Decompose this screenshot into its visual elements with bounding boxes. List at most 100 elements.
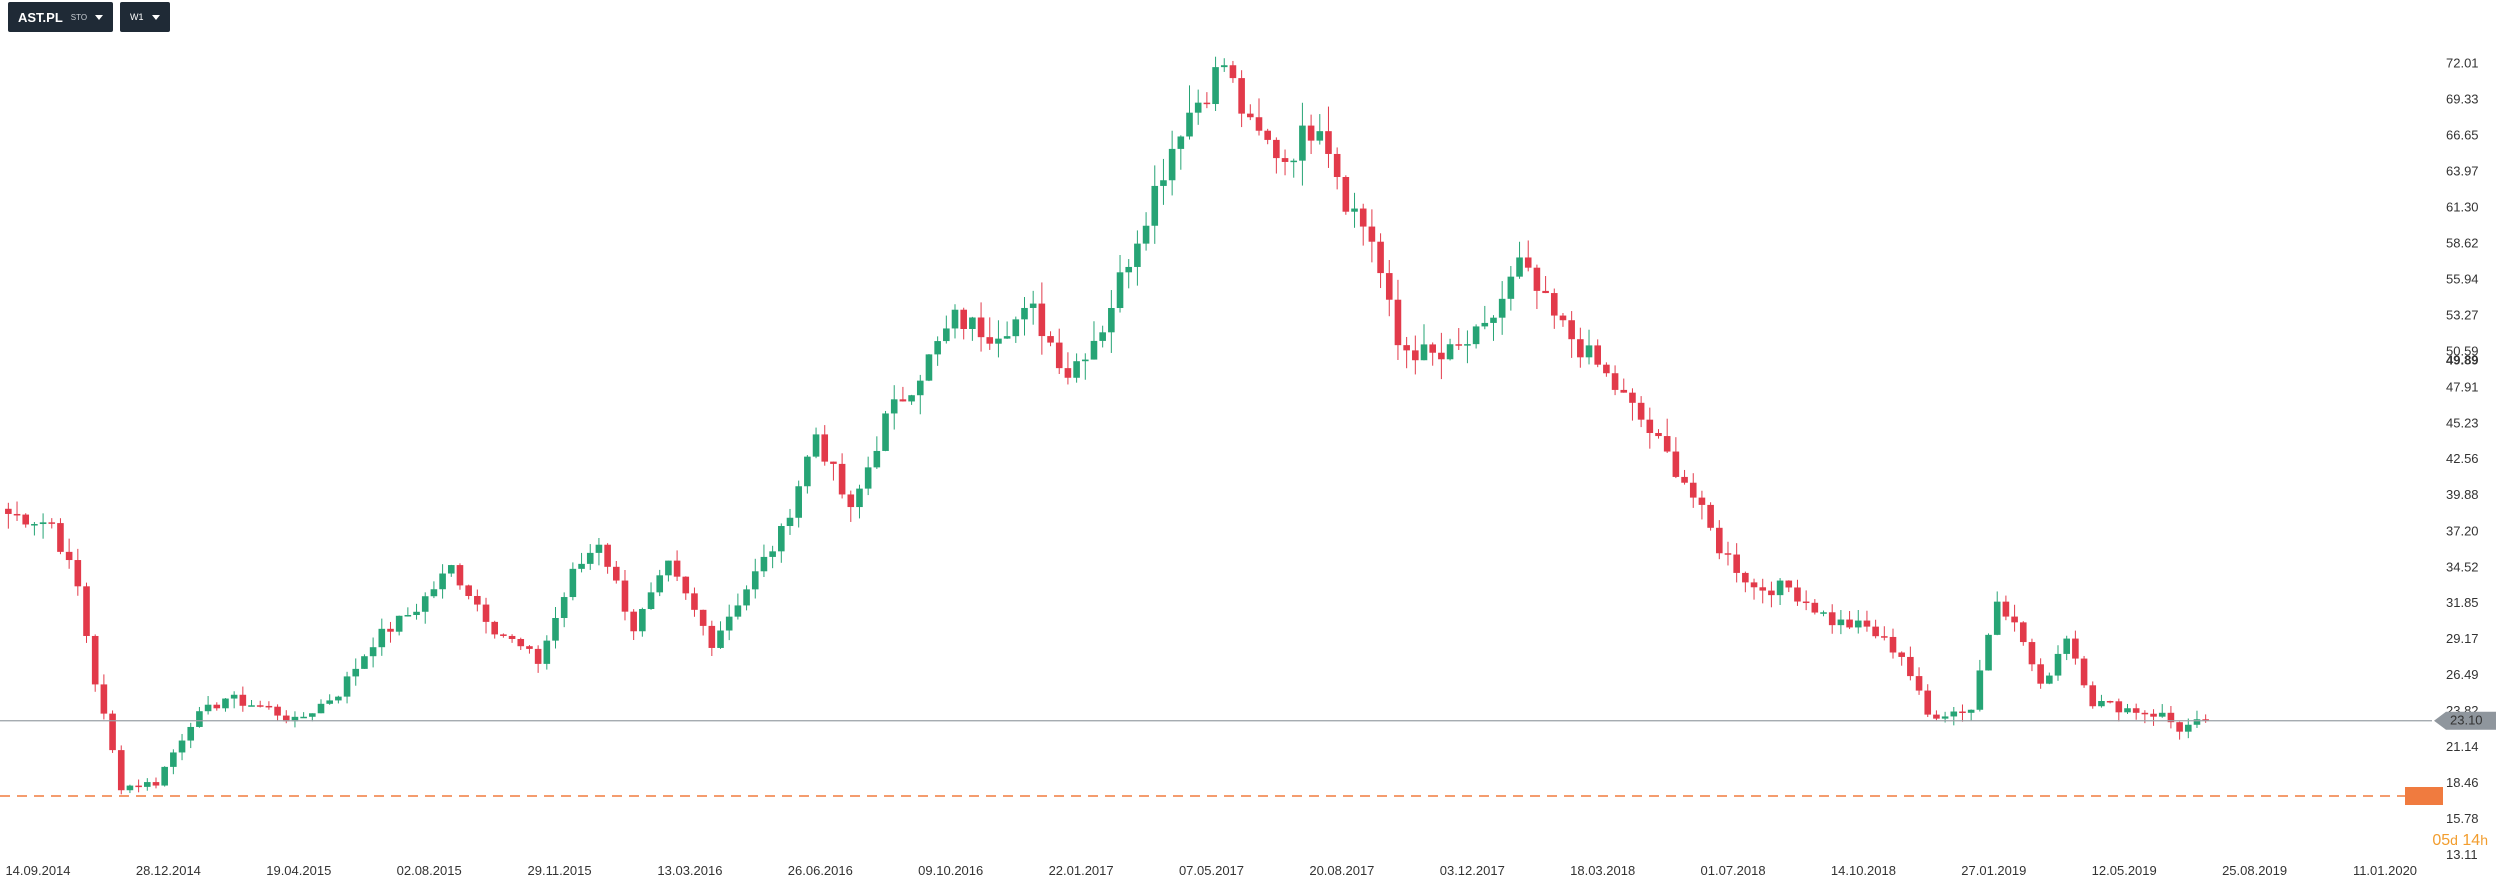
candle <box>152 777 160 789</box>
candle <box>2037 658 2044 689</box>
candle-body <box>508 635 516 639</box>
candle <box>2193 710 2201 728</box>
candle <box>1429 342 1436 366</box>
candle-body <box>430 589 438 597</box>
candle-body <box>126 785 134 791</box>
candle-body <box>908 395 915 402</box>
candle-body <box>1828 612 1836 626</box>
candle-body <box>778 526 785 552</box>
candle <box>1863 610 1871 632</box>
candle <box>378 618 386 656</box>
candle-body <box>1081 359 1089 362</box>
candle-body <box>1889 636 1897 653</box>
candle <box>74 548 82 596</box>
candle <box>1142 212 1150 251</box>
candle <box>482 597 490 634</box>
candle-body <box>2184 724 2192 732</box>
candle <box>2106 700 2114 704</box>
candle-body <box>361 656 368 669</box>
candle-body <box>1464 344 1471 346</box>
x-tick-label: 02.08.2015 <box>397 863 462 878</box>
candle-body <box>74 560 82 587</box>
candle <box>22 513 30 528</box>
candle <box>2089 681 2097 709</box>
candle <box>873 436 881 469</box>
candle <box>977 302 985 352</box>
candle-body <box>1490 317 1497 323</box>
candle <box>1090 321 1098 360</box>
timeframe-selector[interactable]: W1 <box>120 2 170 32</box>
candle <box>2158 704 2166 718</box>
y-tick-label: 26.49 <box>2446 667 2479 682</box>
candle-body <box>1099 332 1106 341</box>
candle <box>1559 312 1567 327</box>
candle-body <box>751 571 759 590</box>
candle <box>1021 297 1028 336</box>
candle-body <box>1768 590 1775 596</box>
x-tick-label: 28.12.2014 <box>136 863 201 878</box>
x-tick-label: 13.03.2016 <box>657 863 722 878</box>
candle-body <box>248 705 255 707</box>
candle <box>1759 578 1767 604</box>
candle-body <box>196 711 203 727</box>
candle <box>5 502 12 529</box>
candle-body <box>1316 131 1324 141</box>
candle-body <box>2176 722 2183 732</box>
candle-body <box>1385 273 1393 300</box>
x-tick-label: 29.11.2015 <box>528 863 592 878</box>
candle <box>1229 60 1237 83</box>
candle-body <box>57 523 64 552</box>
candle-body <box>1438 352 1445 360</box>
candle-body <box>1689 482 1697 498</box>
candle-body <box>656 575 664 593</box>
current-price-label: 23.10 <box>2450 713 2483 728</box>
candle <box>39 513 47 539</box>
candle <box>1255 98 1263 136</box>
y-tick-label: 50.59 <box>2446 343 2479 358</box>
candle-body <box>612 566 620 581</box>
candle-body <box>1412 350 1419 361</box>
y-tick-label: 21.14 <box>2446 739 2479 754</box>
candle <box>699 609 707 636</box>
candle-body <box>1194 102 1202 113</box>
candle-body <box>1907 656 1914 677</box>
candle-body <box>864 467 872 489</box>
candle-body <box>995 338 1002 344</box>
candle <box>795 480 802 528</box>
candle <box>2124 703 2131 715</box>
candle-body <box>456 565 464 586</box>
candle <box>682 576 690 600</box>
candle <box>534 645 542 673</box>
candle-body <box>413 611 420 616</box>
candle <box>734 593 742 620</box>
candle <box>1273 137 1280 174</box>
candle-body <box>1029 303 1037 308</box>
candle <box>1811 599 1819 615</box>
candle-body <box>717 630 724 648</box>
y-tick-label: 53.27 <box>2446 307 2479 322</box>
candle-body <box>1715 527 1723 554</box>
candle-body <box>274 706 281 716</box>
candle <box>2176 721 2183 740</box>
candle <box>1550 288 1558 329</box>
candle <box>1959 704 1966 722</box>
y-tick-label: 39.88 <box>2446 487 2479 502</box>
candle <box>13 501 21 521</box>
candle <box>812 427 820 459</box>
candle <box>2002 595 2010 621</box>
candle <box>2115 698 2123 722</box>
candle <box>1854 610 1862 634</box>
y-tick-label: 55.94 <box>2446 271 2479 286</box>
candle <box>413 603 420 620</box>
candle-body <box>1637 402 1645 420</box>
candle <box>1794 579 1801 606</box>
candle <box>1029 290 1037 325</box>
candle-body <box>1507 276 1515 299</box>
candle-body <box>369 647 377 657</box>
candle-body <box>534 648 542 664</box>
candle-body <box>2011 616 2018 623</box>
candle-body <box>1142 225 1150 244</box>
candle <box>1672 437 1680 479</box>
symbol-selector[interactable]: AST.PL STO <box>8 2 114 32</box>
